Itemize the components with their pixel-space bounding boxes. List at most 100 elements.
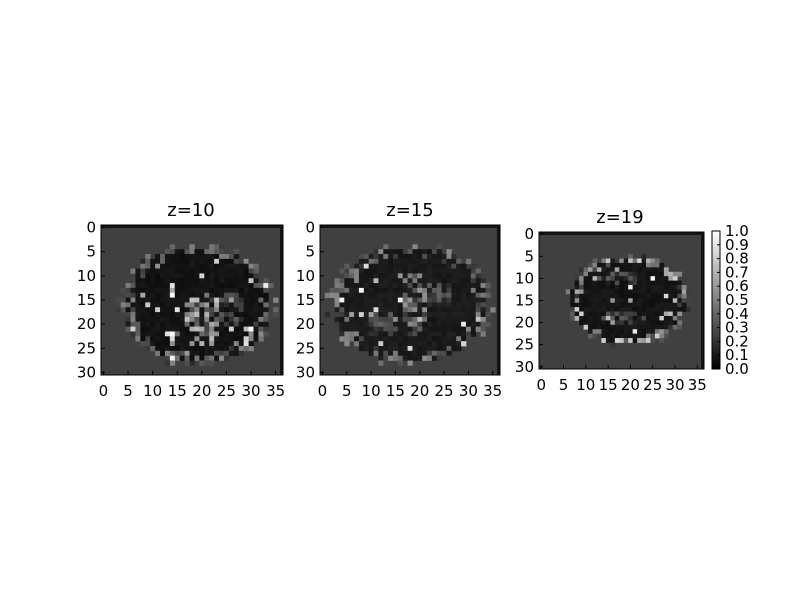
heatmap-cell <box>632 262 638 268</box>
heatmap-cell <box>363 316 370 323</box>
heatmap-cell <box>135 312 141 318</box>
heatmap-cell <box>233 254 240 260</box>
heatmap-cell <box>427 249 433 255</box>
heatmap-cell <box>436 263 443 269</box>
heatmap-cell <box>214 321 220 328</box>
heatmap-cell <box>628 280 634 286</box>
heatmap-cell <box>475 302 481 308</box>
heatmap-cell <box>179 312 186 318</box>
heatmap-cell <box>431 316 438 323</box>
heatmap-cell <box>668 298 674 304</box>
heatmap-cell <box>614 333 620 339</box>
heatmap-cell <box>650 267 656 273</box>
heatmap-cell <box>388 258 394 265</box>
heatmap-cell <box>601 267 607 273</box>
heatmap-cell <box>324 292 331 298</box>
heatmap-cell <box>392 249 399 255</box>
heatmap-cell <box>402 316 408 323</box>
heatmap-cell <box>378 273 384 279</box>
heatmap-cell <box>228 249 235 255</box>
heatmap-cell <box>204 341 210 347</box>
heatmap-cell <box>614 338 620 343</box>
heatmap-cell <box>383 341 389 347</box>
heatmap-cell <box>427 355 433 361</box>
heatmap-cell <box>243 312 249 318</box>
heatmap-cell <box>397 268 404 274</box>
heatmap-cell <box>160 307 166 313</box>
y-tick-label: 15 <box>77 291 96 309</box>
heatmap-cell <box>417 273 423 279</box>
heatmap-cell <box>219 316 225 323</box>
heatmap-cell <box>214 263 220 269</box>
heatmap-cell <box>344 321 350 328</box>
heatmap-cell <box>368 287 374 294</box>
heatmap-cell <box>349 316 355 323</box>
heatmap-cell <box>422 336 428 342</box>
heatmap-cell <box>619 307 625 312</box>
heatmap-cell <box>238 316 245 323</box>
heatmap-cell <box>641 311 647 317</box>
heatmap-cell <box>601 329 607 335</box>
heatmap-cell <box>130 316 136 323</box>
heatmap-cell <box>637 315 642 321</box>
heatmap-cells-z19 <box>539 232 704 369</box>
heatmap-cell <box>179 292 186 298</box>
heatmap-cell <box>596 267 602 273</box>
heatmap-cell <box>164 336 171 342</box>
heatmap-cell <box>349 321 355 328</box>
heatmap-cell <box>681 302 687 308</box>
heatmap-cell <box>194 302 200 308</box>
heatmap-cell <box>436 249 443 255</box>
heatmap-cell <box>637 338 642 343</box>
heatmap-cell <box>363 263 370 269</box>
heatmap-cell <box>150 321 156 328</box>
heatmap-cell <box>209 355 215 361</box>
heatmap-cell <box>668 324 674 330</box>
heatmap-cell <box>461 297 467 303</box>
heatmap-cell <box>184 331 190 337</box>
heatmap-cell <box>199 254 205 260</box>
heatmap-cell <box>368 321 374 328</box>
heatmap-cell <box>677 307 683 312</box>
heatmap-cell <box>349 302 355 308</box>
heatmap-cell <box>681 280 687 286</box>
heatmap-cell <box>354 331 360 337</box>
heatmap-cell <box>668 307 674 312</box>
heatmap-cell <box>451 316 457 323</box>
heatmap-cell <box>358 254 365 260</box>
heatmap-cell <box>174 345 181 352</box>
heatmap-cell <box>427 345 433 352</box>
heatmap-cell <box>383 249 389 255</box>
heatmap-cell <box>456 345 462 352</box>
heatmap-cell <box>637 293 642 299</box>
heatmap-cell <box>402 302 408 308</box>
heatmap-cell <box>223 331 230 337</box>
heatmap-cell <box>150 278 156 284</box>
heatmap-cell <box>412 321 418 328</box>
heatmap-cell <box>219 326 225 332</box>
heatmap-cell <box>204 355 210 361</box>
heatmap-cell <box>407 350 413 357</box>
heatmap-cell <box>253 278 259 284</box>
heatmap-cell <box>160 345 166 352</box>
heatmap-cell <box>349 278 355 284</box>
heatmap-cell <box>258 307 264 313</box>
colorbar-tick-label: 0.2 <box>725 332 749 350</box>
heatmap-cell <box>160 278 166 284</box>
heatmap-cell <box>402 258 408 265</box>
heatmap-cell <box>412 312 418 318</box>
heatmap-cell <box>436 326 443 332</box>
heatmap-cell <box>378 326 384 332</box>
heatmap-cell <box>339 316 345 323</box>
heatmap-cell <box>378 312 384 318</box>
heatmap-cell <box>592 324 598 330</box>
heatmap-cell <box>258 287 264 294</box>
heatmap-cell <box>632 338 638 343</box>
heatmap-cell <box>672 298 678 304</box>
heatmap-cell <box>373 321 379 328</box>
y-tick-label: 0 <box>305 218 315 236</box>
heatmap-cell <box>388 268 394 274</box>
heatmap-cell <box>155 292 161 298</box>
heatmap-cell <box>199 316 205 323</box>
heatmap-cell <box>373 287 379 294</box>
